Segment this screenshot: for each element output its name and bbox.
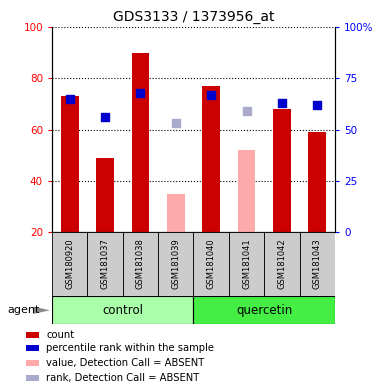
Text: rank, Detection Call = ABSENT: rank, Detection Call = ABSENT (46, 373, 200, 383)
Text: count: count (46, 329, 75, 339)
Text: control: control (102, 304, 143, 316)
Bar (96, 158, 114, 232)
Bar (27, 360, 39, 366)
Text: value, Detection Call = ABSENT: value, Detection Call = ABSENT (46, 358, 205, 368)
Text: GSM181037: GSM181037 (100, 238, 110, 290)
Point (279, 100, 285, 106)
Bar (167, 194, 185, 232)
Bar (264, 232, 300, 296)
Bar (52, 232, 87, 296)
Text: GSM181041: GSM181041 (242, 239, 251, 289)
Bar (27, 332, 39, 338)
Point (102, 114, 108, 120)
Point (67, 96, 73, 102)
Bar (27, 345, 39, 351)
Point (137, 89, 144, 96)
Bar (308, 132, 326, 232)
Text: GSM181039: GSM181039 (171, 238, 180, 290)
Polygon shape (33, 306, 50, 314)
Title: GDS3133 / 1373956_at: GDS3133 / 1373956_at (113, 10, 274, 25)
Bar (87, 232, 123, 296)
Text: GSM181038: GSM181038 (136, 238, 145, 290)
Bar (193, 232, 229, 296)
Bar (27, 375, 39, 381)
Text: percentile rank within the sample: percentile rank within the sample (46, 343, 214, 353)
Text: GSM181043: GSM181043 (313, 238, 322, 290)
Bar (202, 86, 220, 232)
Text: quercetin: quercetin (236, 304, 292, 316)
Point (243, 108, 249, 114)
Text: agent: agent (8, 305, 40, 315)
Text: GSM181040: GSM181040 (207, 239, 216, 289)
Bar (238, 150, 255, 232)
Bar (300, 232, 335, 296)
Text: GSM181042: GSM181042 (277, 239, 286, 289)
Point (173, 120, 179, 126)
Bar (132, 53, 149, 232)
Bar (273, 109, 291, 232)
Bar (52, 296, 193, 324)
Bar (123, 232, 158, 296)
Bar (193, 296, 335, 324)
Bar (229, 232, 264, 296)
Bar (61, 96, 79, 232)
Point (314, 102, 320, 108)
Point (208, 92, 214, 98)
Text: GSM180920: GSM180920 (65, 239, 74, 289)
Bar (158, 232, 193, 296)
